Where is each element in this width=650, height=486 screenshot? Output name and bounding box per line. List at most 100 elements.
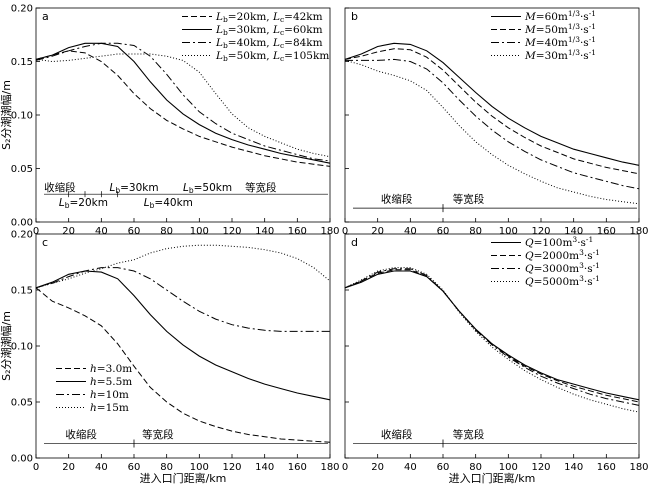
series-line-4 [344,59,640,205]
series-line-1 [35,50,331,167]
x-tick-label: 20 [62,462,75,473]
panel-letter: b [351,10,358,23]
section-annotation-6: Lb=40km [144,197,193,210]
series-line-1 [344,42,640,166]
x-tick-label: 140 [564,226,583,237]
x-tick-label: 20 [62,226,75,237]
series-line-4 [344,267,640,413]
x-tick-label: 100 [499,462,518,473]
series-line-2 [344,269,640,403]
x-tick-label: 40 [95,462,108,473]
legend-label-1: Q=100m3·s-1 [525,235,593,249]
x-tick-label: 0 [33,462,39,473]
x-axis-title-d: 进入口门距离/km [449,471,536,485]
x-tick-label: 140 [255,462,274,473]
x-tick-label: 60 [128,462,141,473]
x-tick-label: 80 [469,462,482,473]
x-tick-label: 100 [190,462,209,473]
section-annotation-1: 收缩段 [381,193,413,206]
x-tick-label: 180 [320,462,339,473]
panel-letter: c [42,236,48,249]
x-tick-label: 120 [222,462,241,473]
legend-label-2: M=50m1/3·s-1 [524,22,596,36]
series-line-3 [344,268,640,406]
x-tick-label: 60 [437,462,450,473]
x-tick-label: 0 [342,226,348,237]
series-line-2 [35,270,331,401]
legend-label-2: h=5.5m [90,376,132,388]
legend-label-3: Q=3000m3·s-1 [525,261,600,275]
chart-panel-b: b 0 20 40 60 80 100 120 140 160 180 M=60m1/3·s-1M=5… [342,7,649,237]
y-tick-label: 0.15 [11,286,33,297]
section-annotation-2: Lb=30km [110,182,159,195]
x-tick-label: 160 [597,226,616,237]
chart-panel-c: c 0 20 40 60 80 100 120 140 160 180 0.00 0.05 0.10 0.1… [0,230,340,474]
section-annotation-1: 收缩段 [381,428,413,441]
x-tick-label: 120 [222,226,241,237]
series-line-1 [344,270,640,401]
x-tick-label: 0 [33,226,39,237]
series-line-3 [35,267,330,332]
legend-label-3: h=10m [90,389,129,401]
x-tick-label: 40 [95,226,108,237]
y-tick-label: 0.20 [11,230,33,241]
section-annotation-1: 收缩段 [44,181,76,194]
series-line-2 [35,42,331,164]
legend-label-2: Q=2000m3·s-1 [525,248,600,262]
x-tick-label: 20 [371,226,384,237]
section-annotation-2: 等宽段 [142,428,174,441]
x-tick-label: 60 [437,226,450,237]
x-tick-label: 60 [128,226,141,237]
legend-label-4: Lb=50km, Lc=105km [215,50,329,63]
x-tick-label: 140 [255,226,274,237]
legend-label-4: M=30m1/3·s-1 [524,48,596,62]
y-tick-label: 0.10 [11,111,33,122]
y-tick-label: 0.10 [11,342,33,353]
y-tick-label: 0.20 [11,4,33,15]
panel-letter: a [42,10,49,23]
series-line-2 [344,48,640,175]
chart-panel-a: a 0 20 40 60 80 100 120 140 160 180 0.00 0.05 0.10 0.1… [0,4,340,238]
legend-label-1: Lb=20km, Lc=42km [215,11,323,24]
y-axis-title: S₂分潮潮幅/m [0,311,13,381]
y-tick-label: 0.00 [11,218,33,229]
section-annotation-4: 等宽段 [245,181,277,194]
x-tick-label: 80 [160,462,173,473]
legend-label-4: h=15m [90,402,129,414]
x-tick-label: 180 [320,226,339,237]
y-tick-label: 0.05 [11,398,33,409]
plot-frame [35,233,331,459]
x-tick-label: 180 [629,462,648,473]
chart-panel-d: d 0 20 40 60 80 100 120 140 160 180 Q=100m3·s-1Q=20… [342,233,649,473]
x-tick-label: 100 [499,226,518,237]
x-tick-label: 20 [371,462,384,473]
x-tick-label: 120 [531,462,550,473]
section-annotation-2: 等宽段 [453,193,485,206]
section-annotation-5: Lb=20km [59,197,108,210]
legend-label-4: Q=5000m3·s-1 [525,274,600,288]
series-line-3 [35,42,331,162]
section-annotation-1: 收缩段 [65,428,97,441]
y-tick-label: 0.15 [11,57,33,68]
legend-label-3: M=40m1/3·s-1 [524,35,596,49]
x-axis-title-c: 进入口门距离/km [140,471,227,485]
y-tick-label: 0.05 [11,164,33,175]
legend-label-1: M=60m1/3·s-1 [524,9,596,23]
x-tick-label: 80 [160,226,173,237]
legend-label-1: h=3.0m [90,363,132,375]
x-tick-label: 100 [190,226,209,237]
x-tick-label: 80 [469,226,482,237]
series-line-4 [35,244,331,289]
x-tick-label: 0 [342,462,348,473]
x-tick-label: 180 [629,226,648,237]
x-tick-label: 160 [597,462,616,473]
section-annotation-3: Lb=50km [183,182,232,195]
series-line-1 [35,287,331,443]
y-axis-title: S₂分潮潮幅/m [0,80,13,150]
x-tick-label: 160 [288,462,307,473]
legend-label-2: Lb=30km, Lc=60km [215,24,323,37]
legend-label-3: Lb=40km, Lc=84km [215,37,323,50]
series-line-4 [35,53,331,158]
x-tick-label: 140 [564,462,583,473]
